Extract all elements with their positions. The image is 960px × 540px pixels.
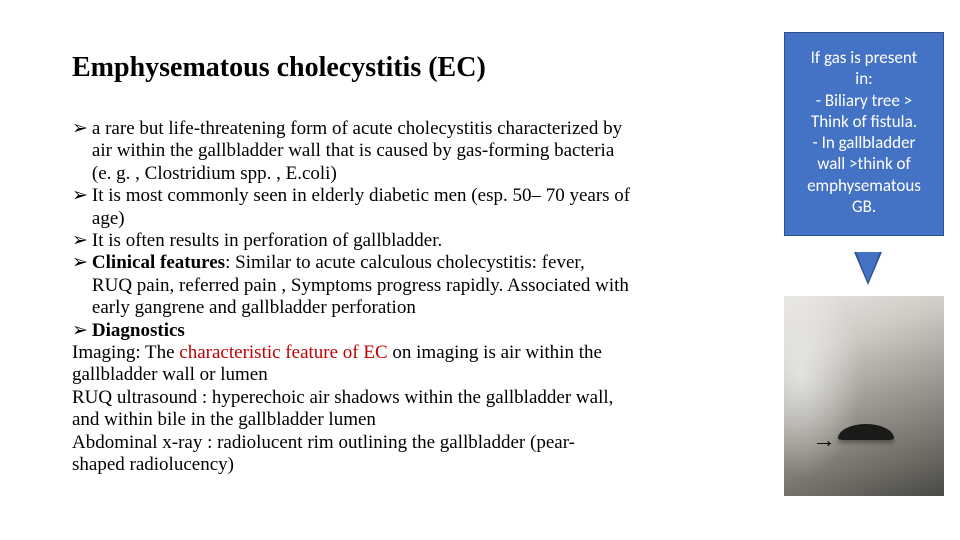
bullet-text: It is most commonly seen in elderly diab… (92, 185, 772, 207)
chevron-icon: ➢ (72, 320, 88, 342)
chevron-icon: ➢ (72, 185, 88, 207)
xray-image: → (784, 296, 944, 496)
bullet-text: a rare but life-threatening form of acut… (92, 118, 772, 140)
imaging-red-text: characteristic feature of EC (179, 342, 392, 363)
bullet-text: air within the gallbladder wall that is … (92, 140, 772, 162)
bullet-1: ➢ a rare but life-threatening form of ac… (72, 118, 772, 140)
diagnostics-label: Diagnostics (92, 320, 185, 341)
callout-line: Think of fistula. (793, 111, 935, 132)
xray-line-2: shaped radiolucency) (72, 454, 772, 476)
callout-box: If gas is present in: - Biliary tree > T… (784, 32, 944, 236)
callout-line: - Biliary tree > (793, 90, 935, 111)
imaging-tail: on imaging is air within the (392, 342, 602, 363)
imaging-line-1: Imaging: The characteristic feature of E… (72, 342, 772, 364)
clinical-features-label: Clinical features (92, 252, 225, 273)
chevron-icon: ➢ (72, 252, 88, 274)
bullet-text: Diagnostics (92, 320, 772, 342)
bullet-2-cont: ➢ age) (72, 208, 772, 230)
callout-line: in: (793, 68, 935, 89)
bullet-text: age) (92, 208, 772, 230)
bullet-text: : Similar to acute calculous cholecystit… (225, 252, 585, 273)
xray-line-1: Abdominal x-ray : radiolucent rim outlin… (72, 432, 772, 454)
bullet-text: (e. g. , Clostridium spp. , E.coli) (92, 163, 772, 185)
bullet-1-cont: ➢ (e. g. , Clostridium spp. , E.coli) (72, 163, 772, 185)
arrow-icon: → (812, 430, 836, 453)
bullet-text: RUQ pain, referred pain , Symptoms progr… (92, 275, 772, 297)
page-title: Emphysematous cholecystitis (EC) (72, 52, 486, 84)
callout-tail (856, 252, 880, 282)
callout-line: GB. (793, 196, 935, 217)
bullet-1-cont: ➢ air within the gallbladder wall that i… (72, 140, 772, 162)
ultrasound-line-1: RUQ ultrasound : hyperechoic air shadows… (72, 387, 772, 409)
bullet-text: It is often results in perforation of ga… (92, 230, 772, 252)
chevron-icon: ➢ (72, 230, 88, 252)
imaging-line-2: gallbladder wall or lumen (72, 364, 772, 386)
callout-line: - In gallbladder (793, 132, 935, 153)
gas-pocket-shape (838, 424, 894, 440)
bullet-text: Clinical features: Similar to acute calc… (92, 252, 772, 274)
chevron-icon: ➢ (72, 118, 88, 140)
callout-line: emphysematous (793, 175, 935, 196)
bullet-4: ➢ Clinical features: Similar to acute ca… (72, 252, 772, 274)
bullet-5: ➢ Diagnostics (72, 320, 772, 342)
imaging-lead: Imaging: The (72, 342, 179, 363)
callout-line: wall >think of (793, 153, 935, 174)
bullet-4-cont: ➢ early gangrene and gallbladder perfora… (72, 297, 772, 319)
bullet-text: early gangrene and gallbladder perforati… (92, 297, 772, 319)
ultrasound-line-2: and within bile in the gallbladder lumen (72, 409, 772, 431)
bullet-4-cont: ➢ RUQ pain, referred pain , Symptoms pro… (72, 275, 772, 297)
main-content: ➢ a rare but life-threatening form of ac… (72, 118, 772, 477)
callout-line: If gas is present (793, 47, 935, 68)
bullet-2: ➢ It is most commonly seen in elderly di… (72, 185, 772, 207)
bullet-3: ➢ It is often results in perforation of … (72, 230, 772, 252)
